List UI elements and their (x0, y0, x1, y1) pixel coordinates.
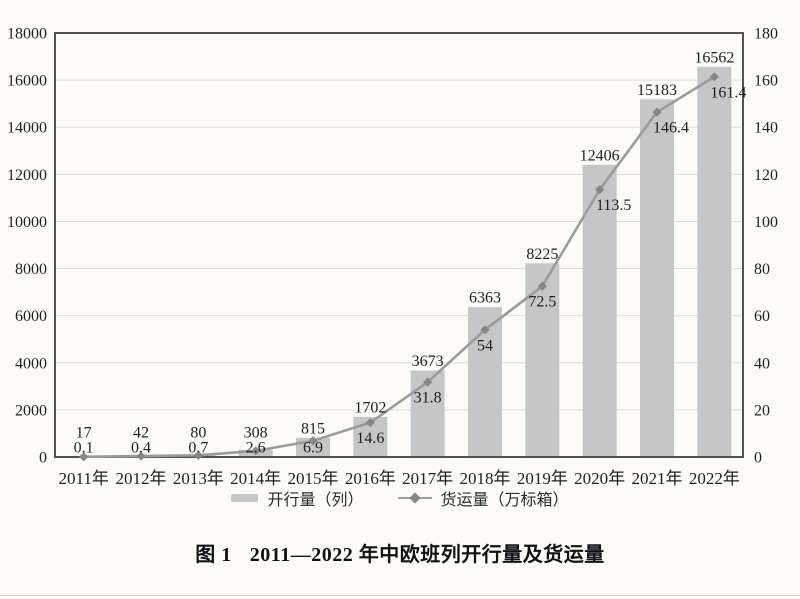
y-axis-left-tick-label: 14000 (7, 120, 47, 137)
figure-caption: 图 1 2011—2022 年中欧班列开行量及货运量 (0, 538, 800, 567)
marker-2013年 (193, 450, 203, 460)
y-axis-right-tick-label: 160 (754, 73, 778, 90)
y-axis-left-tick-label: 12000 (7, 167, 47, 184)
marker-2021年 (652, 107, 662, 117)
y-axis-right-tick-label: 120 (754, 167, 778, 184)
line-value-label: 31.8 (414, 390, 442, 407)
line-value-label: 14.6 (356, 430, 384, 447)
y-axis-left-tick-label: 18000 (7, 26, 47, 43)
legend-item-bar-series: 开行量（列） (231, 486, 364, 510)
line-value-label: 0.1 (74, 440, 94, 457)
marker-2020年 (595, 185, 605, 195)
marker-2019年 (537, 281, 547, 291)
y-axis-left-tick-label: 4000 (15, 355, 47, 372)
diamond-marker-icon (408, 492, 421, 504)
x-axis-label: 2021年 (632, 469, 683, 486)
line-value-label: 54 (477, 337, 493, 354)
figure-title: 2011—2022 年中欧班列开行量及货运量 (249, 544, 605, 566)
marker-2015年 (308, 436, 318, 446)
bar-2019年 (525, 263, 560, 457)
x-axis-label: 2011年 (58, 469, 108, 486)
y-axis-left-tick-label: 6000 (15, 308, 47, 325)
line-value-label: 113.5 (596, 197, 631, 214)
bar-value-label: 12406 (580, 147, 620, 164)
x-axis-label: 2022年 (689, 469, 740, 486)
y-axis-left-tick-label: 8000 (15, 261, 47, 278)
line-value-label: 6.9 (303, 440, 323, 457)
bar-2020年 (582, 164, 617, 457)
y-axis-left-tick-label: 16000 (7, 73, 47, 90)
marker-2016年 (365, 418, 375, 428)
bottom-divider (0, 595, 800, 596)
bar-value-label: 6363 (469, 290, 501, 307)
y-axis-right-tick-label: 140 (754, 120, 778, 137)
bar-2022年 (697, 66, 732, 457)
line-value-label: 0.4 (131, 440, 151, 457)
bar-value-label: 8225 (526, 246, 558, 263)
legend-item-line-series: 货运量（万标箱） (397, 486, 569, 510)
bar-value-label: 80 (190, 425, 206, 442)
line-value-label: 72.5 (528, 294, 556, 311)
bar-value-label: 1702 (354, 399, 386, 416)
y-axis-right-tick-label: 100 (754, 214, 778, 231)
chart-canvas: 0 2000 4000 6000 8000 10000 12000 14000 16000 180… (7, 26, 778, 489)
bar-series-swatch (231, 494, 259, 502)
y-axis-right-tick-label: 40 (754, 355, 770, 372)
y-axis-right-tick-label: 180 (754, 26, 778, 43)
x-axis-label: 2016年 (345, 469, 396, 486)
y-axis-right-tick-label: 20 (754, 402, 770, 419)
marker-2018年 (480, 325, 490, 335)
y-axis-right-tick-label: 60 (754, 308, 770, 325)
marker-2012年 (136, 451, 146, 461)
line-value-label: 2.6 (246, 440, 266, 457)
marker-2017年 (423, 377, 433, 387)
figure-number: 图 1 (195, 544, 232, 566)
plot-border (54, 32, 744, 458)
bar-2021年 (640, 99, 674, 457)
line-series-swatch (397, 492, 432, 504)
y-axis-right-tick-label: 0 (754, 450, 762, 467)
bar-value-label: 16562 (694, 49, 734, 66)
x-axis-label: 2012年 (116, 469, 167, 486)
y-axis-left-tick-label: 2000 (15, 402, 47, 419)
bar-value-label: 17 (76, 425, 92, 442)
bar-value-label: 815 (301, 420, 325, 437)
bar-series-label: 开行量（列） (267, 492, 364, 509)
marker-2022年 (709, 72, 719, 82)
x-axis-label: 2018年 (460, 469, 511, 486)
x-axis-label: 2020年 (574, 469, 625, 486)
x-axis-label: 2014年 (230, 469, 281, 486)
marker-2011年 (79, 452, 89, 462)
chart-legend: 开行量（列） 货运量（万标箱） (0, 486, 800, 510)
marker-2014年 (251, 446, 261, 456)
y-axis-left-tick-label: 0 (39, 450, 47, 467)
bar-value-label: 15183 (637, 82, 677, 99)
x-axis-label: 2013年 (173, 469, 224, 486)
bar-value-label: 42 (133, 425, 149, 442)
x-axis-label: 2015年 (288, 469, 339, 486)
trend-line (83, 75, 716, 459)
y-axis-right-tick-label: 80 (754, 261, 770, 278)
x-axis-label: 2019年 (517, 469, 568, 486)
line-value-label: 146.4 (653, 120, 689, 137)
line-series-label: 货运量（万标箱） (440, 492, 569, 509)
y-axis-left-tick-label: 10000 (7, 214, 47, 231)
line-value-label: 0.7 (188, 440, 208, 457)
x-axis-label: 2017年 (402, 469, 453, 486)
bar-value-label: 3673 (412, 353, 444, 370)
line-value-label: 161.4 (710, 84, 746, 101)
bar-value-label: 308 (244, 425, 268, 442)
